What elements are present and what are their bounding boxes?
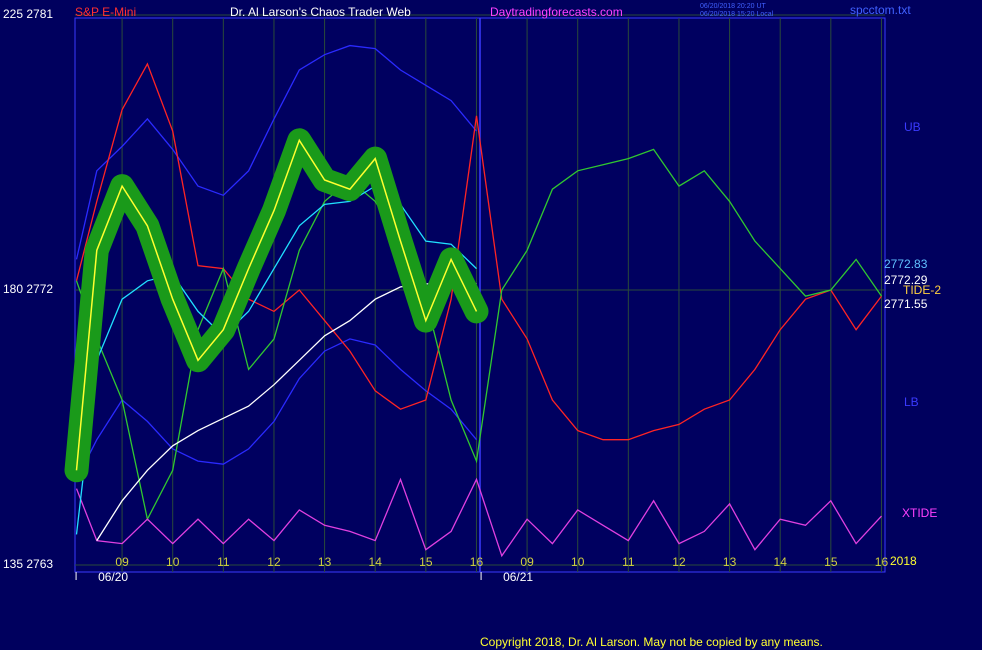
x-tick-label: 16 xyxy=(875,555,889,569)
y-tick-label: 180 2772 xyxy=(3,282,53,296)
x-tick-label: 14 xyxy=(774,555,788,569)
series-line xyxy=(75,138,478,471)
x-tick-label: 12 xyxy=(672,555,686,569)
x-tick-label: 13 xyxy=(318,555,332,569)
date-label: 06/20 xyxy=(98,570,128,584)
x-tick-label: 14 xyxy=(369,555,383,569)
copyright: Copyright 2018, Dr. Al Larson. May not b… xyxy=(480,635,823,649)
y-tick-label: 225 2781 xyxy=(3,7,53,21)
x-tick-label: 10 xyxy=(166,555,180,569)
site-title: Dr. Al Larson's Chaos Trader Web xyxy=(230,5,411,19)
series-line xyxy=(75,338,477,480)
year: 2018 xyxy=(890,554,917,568)
value-note: 2772.29 xyxy=(884,273,928,287)
x-tick-label: 10 xyxy=(571,555,585,569)
x-tick-label: 11 xyxy=(217,555,230,569)
x-tick-label: 09 xyxy=(115,555,129,569)
legend-entry: UB xyxy=(904,120,921,134)
x-tick-label: 11 xyxy=(622,555,635,569)
value-note: 2772.83 xyxy=(884,257,928,271)
site-url: Daytradingforecasts.com xyxy=(490,5,623,19)
value-note: TIDE-2 xyxy=(903,283,941,297)
value-note: 2771.55 xyxy=(884,297,928,311)
series-line xyxy=(75,44,477,260)
timestamp: 06/20/2018 20:20 UT xyxy=(700,3,766,10)
timestamp: 06/20/2018 15:20 Local xyxy=(700,11,774,18)
series-line xyxy=(75,148,883,522)
legend-entry: LB xyxy=(904,395,919,409)
series-line xyxy=(75,185,477,535)
series-line xyxy=(75,62,883,441)
file-name: spcctom.txt xyxy=(850,3,911,17)
x-tick-label: 15 xyxy=(824,555,838,569)
marks xyxy=(64,44,883,558)
series-line xyxy=(75,477,882,558)
date-label: 06/21 xyxy=(503,570,533,584)
labels: 135 2763 180 2772 225 2781 09 10 11 12 13 14 15 16… xyxy=(3,7,888,584)
x-tick-label: 09 xyxy=(520,555,534,569)
instrument: S&P E-Mini xyxy=(75,5,136,19)
y-tick-label: 135 2763 xyxy=(3,557,53,571)
x-tick-label: 15 xyxy=(419,555,433,569)
x-tick-label: 13 xyxy=(723,555,737,569)
x-tick-label: 16 xyxy=(470,555,484,569)
x-tick-label: 12 xyxy=(267,555,281,569)
legend-entry: XTIDE xyxy=(902,506,937,520)
